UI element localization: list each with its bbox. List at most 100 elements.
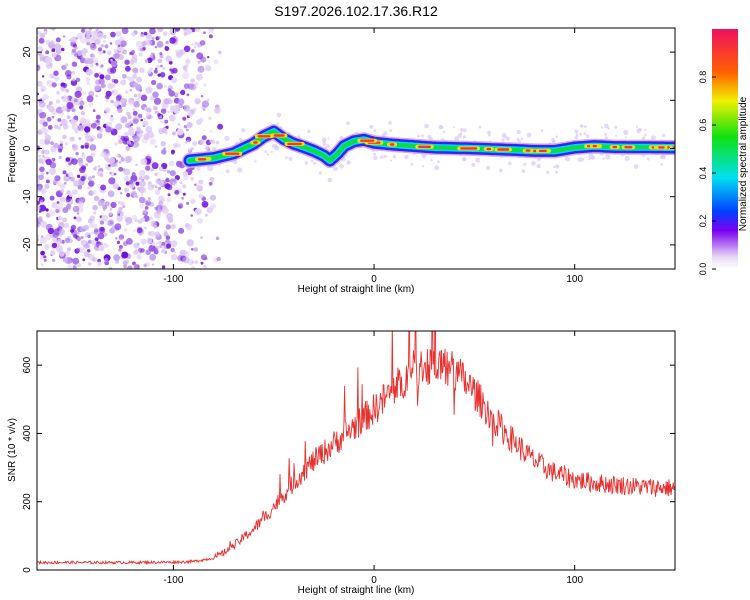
noise-point xyxy=(151,36,155,40)
noise-point xyxy=(51,52,57,58)
ridge-halo-point xyxy=(307,129,311,134)
ridge-halo-point xyxy=(285,156,288,160)
noise-point xyxy=(87,176,93,181)
noise-point xyxy=(87,186,90,190)
ridge-halo-point xyxy=(383,154,387,159)
noise-point xyxy=(105,90,112,97)
noise-point xyxy=(123,170,127,175)
noise-point xyxy=(55,99,61,104)
noise-point xyxy=(143,31,148,36)
spec-xtick-label: -100 xyxy=(163,274,183,285)
noise-point xyxy=(58,251,65,257)
noise-point xyxy=(160,248,166,254)
noise-point xyxy=(38,174,44,181)
snr-ytick-label: 0 xyxy=(22,567,33,573)
noise-point xyxy=(75,77,81,83)
noise-point xyxy=(135,84,143,92)
snr-panel: -100 0 100 0 200 400 600 Height of straight l… xyxy=(7,330,676,596)
noise-point xyxy=(38,223,41,227)
noise-point xyxy=(48,101,53,106)
noise-point xyxy=(124,59,130,65)
noise-point xyxy=(98,71,102,75)
noise-point xyxy=(91,36,99,44)
noise-point xyxy=(132,261,136,266)
snr-ytick-label: 600 xyxy=(22,356,33,373)
ridge-halo-point xyxy=(199,139,205,145)
noise-point xyxy=(206,207,213,214)
noise-point xyxy=(110,201,117,209)
noise-point xyxy=(41,127,48,134)
noise-point xyxy=(144,226,147,230)
ridge-halo-point xyxy=(520,137,524,141)
noise-point xyxy=(157,187,162,191)
noise-point xyxy=(161,66,166,71)
noise-point xyxy=(188,112,192,116)
noise-point xyxy=(92,204,98,211)
noise-point xyxy=(170,149,176,154)
noise-point xyxy=(91,220,96,225)
noise-point xyxy=(67,100,71,103)
noise-point xyxy=(87,262,92,266)
noise-point xyxy=(126,140,131,145)
noise-point xyxy=(137,187,141,191)
noise-point xyxy=(154,225,158,229)
ridge-halo-point xyxy=(536,163,541,169)
noise-point xyxy=(37,45,43,51)
ridge-halo-point xyxy=(661,133,666,137)
noise-scatter xyxy=(37,28,671,269)
noise-point xyxy=(196,119,202,125)
noise-point xyxy=(128,126,134,132)
colorbar-tick-label: 0.0 xyxy=(698,263,708,276)
noise-point xyxy=(174,190,180,195)
noise-point xyxy=(80,129,83,132)
noise-point xyxy=(122,73,127,79)
noise-point xyxy=(66,115,71,120)
noise-point xyxy=(136,127,142,133)
ridge-halo-point xyxy=(604,133,608,136)
noise-point xyxy=(43,30,48,35)
noise-point xyxy=(158,36,161,39)
noise-point xyxy=(93,195,100,202)
snr-series-line xyxy=(37,331,675,566)
noise-point xyxy=(45,158,52,166)
ridge-halo-point xyxy=(574,135,579,140)
ridge-halo-point xyxy=(196,166,201,171)
noise-point xyxy=(115,260,119,264)
noise-point xyxy=(159,54,164,59)
noise-point xyxy=(65,157,71,162)
ridge-halo-point xyxy=(241,128,246,133)
ridge-halo-point xyxy=(339,163,344,169)
ridge-halo-point xyxy=(521,169,526,173)
noise-point xyxy=(92,109,96,112)
noise-point xyxy=(117,210,122,215)
noise-point xyxy=(79,166,86,174)
ridge-halo-point xyxy=(588,153,594,160)
noise-point xyxy=(38,154,42,158)
noise-point xyxy=(80,50,84,53)
noise-point xyxy=(42,121,48,127)
noise-point xyxy=(169,28,176,34)
ridge-halo-point xyxy=(486,165,491,170)
ridge-halo-point xyxy=(463,128,467,133)
noise-point xyxy=(154,110,159,114)
noise-point xyxy=(37,200,41,205)
ridge-halo-point xyxy=(546,170,550,174)
noise-point xyxy=(117,45,123,52)
ridge-halo-point xyxy=(555,164,560,169)
noise-point xyxy=(200,94,204,98)
noise-point xyxy=(72,205,80,213)
noise-point xyxy=(80,175,86,182)
noise-point xyxy=(124,156,132,164)
noise-point xyxy=(65,196,71,202)
ridge-halo-point xyxy=(478,125,482,129)
spec-ytick-label: -20 xyxy=(22,237,33,252)
noise-point xyxy=(77,201,84,208)
noise-point xyxy=(61,96,65,100)
noise-point xyxy=(102,39,107,44)
ridge-halo-point xyxy=(254,160,257,163)
noise-point xyxy=(184,28,188,31)
noise-point xyxy=(190,177,194,181)
noise-point xyxy=(107,219,115,226)
snr-ytick-label: 400 xyxy=(22,425,33,442)
spec-xtick-label: 100 xyxy=(566,274,583,285)
